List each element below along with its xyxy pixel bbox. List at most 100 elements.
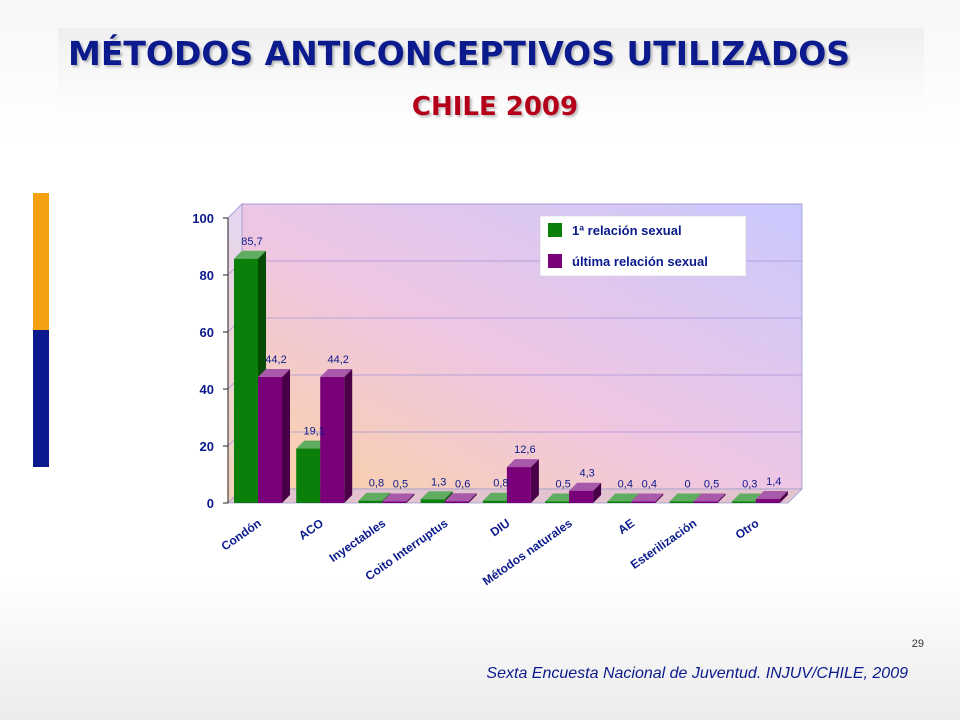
x-tick-label: AE (615, 516, 637, 537)
data-label: 0,5 (704, 479, 719, 491)
bar-top (545, 493, 578, 502)
bar-side (717, 493, 726, 503)
bar-front (506, 467, 531, 503)
bar-front (569, 490, 594, 503)
data-label: 0,5 (393, 479, 408, 491)
bar-top (631, 493, 664, 502)
bar-last (506, 459, 539, 503)
data-label: 0,4 (618, 479, 633, 491)
y-tick-label: 40 (200, 382, 214, 397)
data-label: 1,3 (431, 476, 446, 488)
y-tick-label: 20 (200, 439, 214, 454)
data-label: 12,6 (514, 444, 535, 456)
bar-chart: 0 20 40 60 80 100 85,7 44,2 19,1 44,2 0,8 0,5 1,3 0,… (192, 203, 803, 588)
bar-front (444, 501, 469, 503)
bar-front (420, 499, 445, 503)
bar-front (607, 501, 632, 503)
chart-bars (234, 250, 788, 503)
bar-last (569, 482, 602, 503)
bar-front (631, 501, 656, 503)
page-number: 29 (911, 638, 924, 650)
bar-top (693, 493, 726, 502)
bar-last (320, 369, 353, 503)
bar-top (234, 250, 266, 259)
bar-side (344, 369, 353, 503)
x-tick-label: Inyectables (327, 516, 389, 565)
data-label: 0,8 (493, 478, 508, 490)
bar-side (779, 491, 788, 503)
data-label: 0,3 (742, 479, 757, 491)
data-label: 0,8 (369, 478, 384, 490)
x-tick-label: Otro (733, 516, 762, 542)
bar-top (506, 459, 539, 468)
bar-last (755, 491, 788, 503)
legend-label: 1ª relación sexual (572, 223, 682, 238)
data-label: 0,4 (642, 479, 657, 491)
x-tick-label: Condón (219, 516, 264, 553)
legend-swatch (548, 223, 562, 237)
legend-swatch (548, 254, 562, 268)
bar-front (382, 501, 407, 503)
bar-side (468, 493, 477, 503)
bar-front (545, 501, 570, 503)
source-note: Sexta Encuesta Nacional de Juventud. INJ… (486, 665, 908, 682)
data-label: 0 (684, 479, 690, 491)
y-tick-label: 100 (192, 211, 214, 226)
slide-title: MÉTODOS ANTICONCEPTIVOS UTILIZADOS (68, 34, 851, 73)
y-axis-ticks: 0 20 40 60 80 100 (192, 211, 229, 511)
bar-side (282, 369, 290, 503)
bar-top (320, 369, 353, 378)
bar-front (358, 500, 383, 503)
data-labels: 85,7 44,2 19,1 44,2 0,8 0,5 1,3 0,6 0,8 12,6 0,5 4,… (241, 236, 781, 491)
bar-front (482, 500, 507, 503)
y-tick-label: 0 (207, 496, 214, 511)
bar-front (755, 499, 780, 503)
bar-top (569, 482, 602, 491)
data-label: 19,1 (304, 426, 325, 438)
bar-top (607, 493, 640, 502)
title-band (58, 28, 924, 132)
data-label: 44,2 (328, 354, 349, 366)
bar-last (444, 493, 477, 503)
bar-top (669, 493, 702, 502)
bar-side (655, 493, 664, 503)
bar-front (693, 501, 718, 503)
bar-top (258, 369, 290, 378)
bar-front (731, 501, 756, 503)
data-label: 44,2 (265, 354, 286, 366)
bar-side (530, 459, 539, 503)
bar-last (382, 493, 415, 503)
x-tick-label: DIU (488, 516, 513, 539)
bar-front (234, 258, 258, 503)
x-tick-label: Esterilización (628, 516, 699, 572)
bar-last (631, 493, 664, 503)
bar-top (420, 491, 453, 500)
data-label: 0,6 (455, 478, 470, 490)
chart-legend: 1ª relación sexual última relación sexual (539, 215, 747, 277)
accent-bar-blue (33, 330, 49, 467)
data-label: 4,3 (579, 468, 594, 480)
legend-label: última relación sexual (572, 254, 708, 269)
bar-side (593, 482, 602, 503)
data-label: 85,7 (241, 236, 262, 248)
bar-side (406, 493, 415, 503)
slide-subtitle: CHILE 2009 (411, 92, 579, 122)
y-tick-label: 60 (200, 325, 214, 340)
bar-top (444, 493, 477, 502)
bar-last (258, 369, 290, 503)
bar-front (320, 377, 345, 503)
data-label: 0,5 (555, 479, 570, 491)
bar-front (258, 377, 282, 503)
x-tick-label: ACO (296, 516, 326, 543)
bar-top (382, 493, 415, 502)
accent-bar-orange (33, 193, 49, 330)
bar-front (296, 448, 321, 503)
data-label: 1,4 (766, 476, 781, 488)
legend-box (539, 215, 747, 277)
bar-last (693, 493, 726, 503)
bar-top (358, 492, 391, 501)
y-tick-label: 80 (200, 268, 214, 283)
bar-front (669, 501, 694, 503)
gridline (227, 203, 802, 219)
